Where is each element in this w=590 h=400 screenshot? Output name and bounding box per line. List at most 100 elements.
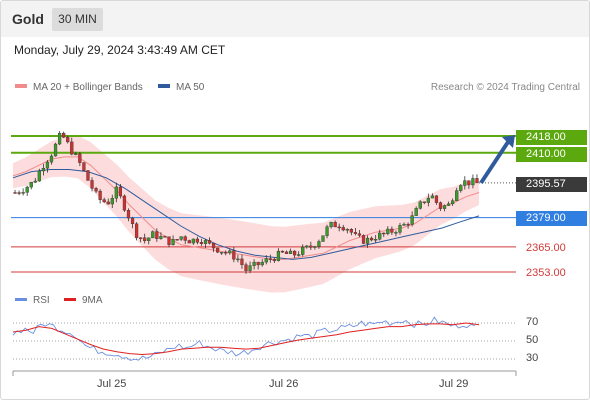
candle-body xyxy=(94,188,98,192)
candle-body xyxy=(394,232,398,234)
candle-body xyxy=(293,250,297,256)
ma20-swatch-icon xyxy=(15,84,27,89)
header-bar: Gold 30 MIN xyxy=(1,1,589,37)
candle-body xyxy=(25,186,29,193)
candle-body xyxy=(268,258,272,260)
x-label-jul29: Jul 29 xyxy=(439,378,469,390)
candle-body xyxy=(90,180,94,189)
candle-body xyxy=(159,236,163,239)
candle-body xyxy=(414,208,418,216)
candle-body xyxy=(471,178,475,186)
rsi-tick-50: 50 xyxy=(526,334,539,346)
candle-body xyxy=(288,250,293,254)
candle-body xyxy=(369,237,374,241)
candle-body xyxy=(475,178,479,184)
ma50-line xyxy=(12,169,480,260)
candle-body xyxy=(325,226,329,236)
candle-body xyxy=(163,236,167,238)
candle-body xyxy=(434,195,439,203)
projection-arrow-head-icon xyxy=(502,135,515,148)
candle-body xyxy=(82,162,86,171)
legend-rsi-ma: 9MA xyxy=(64,295,103,306)
candle-body xyxy=(353,232,358,234)
candle-body xyxy=(333,221,337,228)
candle-body xyxy=(406,223,410,226)
legend-ma50: MA 50 xyxy=(158,82,204,93)
level-label-r1: 2410.00 xyxy=(516,147,587,162)
candle-body xyxy=(45,161,50,169)
candle-body xyxy=(309,245,313,248)
x-label-jul25: Jul 25 xyxy=(97,378,127,390)
rsi-ma-swatch-icon xyxy=(64,297,76,301)
candle-body xyxy=(195,238,199,243)
candle-body xyxy=(430,195,435,199)
candle-body xyxy=(147,237,151,241)
candle-body xyxy=(402,223,406,226)
candle-body xyxy=(410,215,414,225)
candle-body xyxy=(126,210,131,219)
candle-body xyxy=(122,195,127,211)
candle-body xyxy=(211,243,216,249)
candle-body xyxy=(426,197,430,203)
candle-body xyxy=(446,203,451,206)
level-label-last-price: 2395.57 xyxy=(516,177,587,192)
rsi-ma-line xyxy=(12,322,480,356)
candle-body xyxy=(313,246,317,248)
candle-body xyxy=(264,258,268,263)
candle-body xyxy=(49,155,54,163)
candle-body xyxy=(305,245,309,248)
candle-body xyxy=(236,258,240,261)
candle-body xyxy=(110,198,114,205)
candle-body xyxy=(422,201,426,203)
candle-body xyxy=(98,190,102,200)
rsi-ma-label: 9MA xyxy=(82,295,103,306)
copyright-notice: Research © 2024 Trading Central xyxy=(430,82,580,93)
candle-body xyxy=(252,261,256,266)
candle-body xyxy=(418,201,422,209)
candle-body xyxy=(284,251,289,254)
candle-body xyxy=(155,231,159,239)
candle-body xyxy=(451,200,455,205)
candle-body xyxy=(329,221,333,228)
candle-body xyxy=(13,192,17,194)
candle-body xyxy=(53,143,58,157)
candle-body xyxy=(438,202,443,209)
candle-body xyxy=(467,180,471,186)
candle-body xyxy=(143,237,147,241)
candle-body xyxy=(62,132,66,138)
candle-body xyxy=(216,247,220,253)
candle-body xyxy=(240,258,244,265)
candle-body xyxy=(199,242,204,244)
candle-body xyxy=(183,236,187,241)
candle-body xyxy=(118,186,123,197)
candle-body xyxy=(248,265,252,271)
candle-body xyxy=(244,264,248,271)
candle-body xyxy=(187,240,191,244)
level-label-r2: 2418.00 xyxy=(516,130,587,145)
candle-body xyxy=(86,170,90,181)
candle-body xyxy=(66,137,70,143)
candle-body xyxy=(357,233,362,236)
candle-body xyxy=(207,240,212,244)
candle-body xyxy=(276,250,281,262)
candle-body xyxy=(21,192,25,194)
timeframe-selector[interactable]: 30 MIN xyxy=(52,8,103,31)
candle-body xyxy=(179,236,183,240)
candle-body xyxy=(260,261,264,266)
candle-body xyxy=(130,217,135,225)
candle-body xyxy=(337,226,341,229)
candle-body xyxy=(256,261,260,266)
candle-body xyxy=(134,223,139,238)
rsi-tick-30: 30 xyxy=(526,352,539,364)
candle-body xyxy=(29,182,33,188)
candle-body xyxy=(341,227,345,231)
candle-body xyxy=(386,228,390,235)
legend-ma20: MA 20 + Bollinger Bands xyxy=(15,82,143,93)
candle-body xyxy=(382,232,386,235)
candle-body xyxy=(390,228,394,233)
candle-body xyxy=(349,229,353,233)
rsi-swatch-icon xyxy=(15,297,27,301)
timestamp: Monday, July 29, 2024 3:43:49 AM CET xyxy=(14,43,226,57)
candle-body xyxy=(41,167,46,172)
